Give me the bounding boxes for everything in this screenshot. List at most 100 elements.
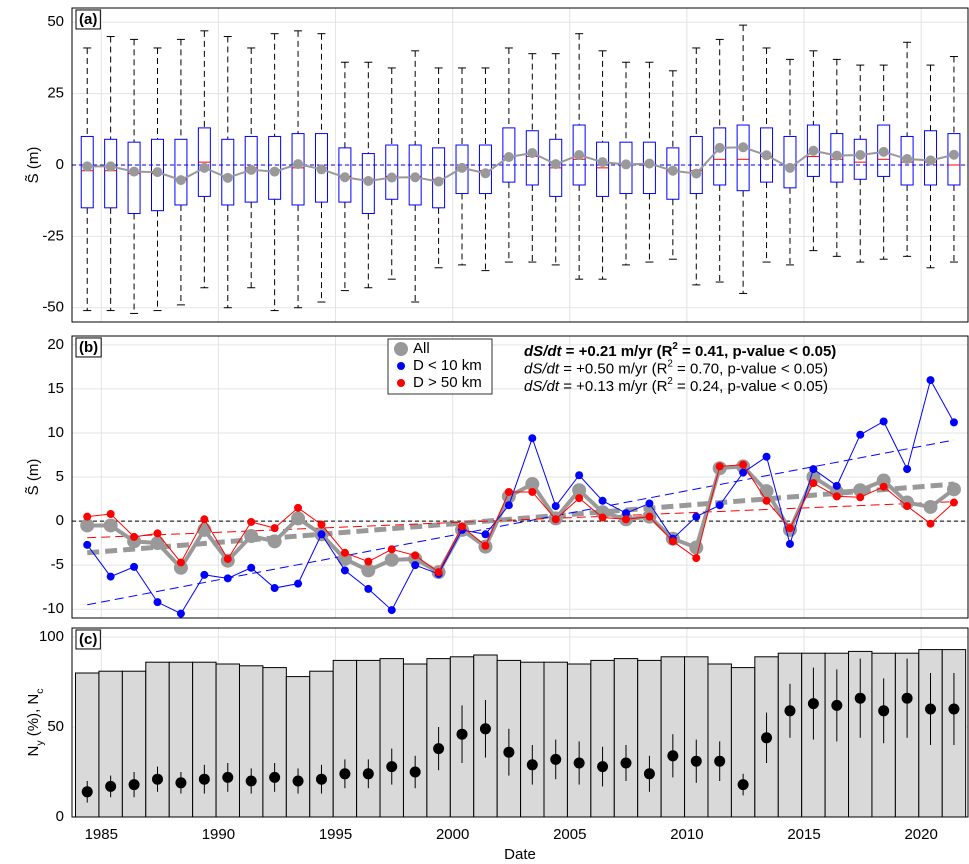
mean-point: [808, 145, 819, 156]
y-tick-label: 15: [47, 380, 64, 397]
bar: [145, 661, 170, 818]
axes-frame: [71, 335, 969, 619]
mean-point: [855, 150, 866, 161]
mean-point: [738, 142, 749, 153]
text-part: c: [34, 688, 46, 693]
bar: [590, 659, 615, 818]
series-point: [384, 552, 399, 567]
point: [526, 759, 538, 771]
x-tick-label: 2000: [436, 826, 469, 843]
series-point: [528, 434, 537, 443]
point: [292, 775, 304, 787]
panel-label-box: [75, 629, 101, 650]
x-tick-label: 1990: [202, 826, 235, 843]
series-point: [176, 609, 185, 618]
text-part: y: [34, 740, 46, 746]
series-point: [106, 572, 115, 581]
x-tick-label: 1985: [85, 826, 118, 843]
point: [643, 768, 655, 780]
series-point: [504, 501, 513, 510]
series-point: [572, 483, 587, 498]
panel-label-box: [75, 9, 101, 30]
series-point: [598, 513, 607, 522]
y-tick-label: 20: [47, 336, 64, 353]
point: [128, 779, 140, 791]
box: [760, 127, 774, 183]
series-point: [244, 529, 259, 544]
mean-point: [363, 175, 374, 186]
series-point: [946, 482, 961, 497]
bar: [215, 663, 240, 818]
series-point: [247, 563, 256, 572]
mean-point: [152, 167, 163, 178]
point: [714, 755, 726, 767]
series-point: [621, 515, 630, 524]
point: [105, 780, 117, 792]
series-point: [621, 509, 630, 518]
mean-point: [316, 164, 327, 175]
series-point: [411, 551, 420, 560]
mean-point: [761, 150, 772, 161]
series-point: [853, 483, 868, 498]
series-point: [525, 477, 540, 492]
bar: [520, 661, 545, 818]
box: [736, 124, 750, 192]
series-point: [200, 570, 209, 579]
annotation: dS/dt = +0.21 m/yr (R2 = 0.41, p-value <…: [524, 341, 836, 360]
y-axis-label: S̃ (m): [24, 459, 41, 496]
point: [807, 698, 819, 710]
point: [901, 692, 913, 704]
box: [80, 135, 94, 209]
box: [783, 135, 797, 189]
series-point: [317, 530, 326, 539]
series-line: [87, 464, 955, 573]
point: [550, 753, 562, 765]
series-point: [150, 536, 165, 551]
text-part: (%),: [25, 705, 42, 741]
y-tick-label: -5: [51, 556, 64, 573]
series-point: [481, 530, 490, 539]
series-point: [809, 465, 818, 474]
point: [597, 761, 609, 773]
point: [925, 703, 937, 715]
mean-point: [667, 165, 678, 176]
series-point: [926, 519, 935, 528]
x-tick-label: 2015: [787, 826, 820, 843]
legend-label: All: [413, 340, 430, 357]
series-point: [739, 468, 748, 477]
series-point: [317, 520, 326, 529]
box: [291, 133, 305, 206]
bar: [707, 663, 732, 818]
series-point: [176, 558, 185, 567]
series-point: [364, 584, 373, 593]
series-point: [481, 541, 490, 550]
x-axis-label: Date: [504, 846, 536, 863]
y-tick-label: 10: [47, 424, 64, 441]
box: [713, 127, 727, 186]
box: [619, 141, 633, 195]
y-tick-label: -50: [42, 299, 64, 316]
point: [269, 771, 281, 783]
y-tick-label: 5: [56, 468, 64, 485]
panel: 1985 1990 1995 2000 2005 2010 2015 2020 0 50 100 Da…: [25, 627, 969, 863]
series-point: [832, 492, 841, 501]
mean-point: [339, 172, 350, 183]
y-tick-label: 25: [47, 85, 64, 102]
series-point: [340, 566, 349, 575]
box: [689, 135, 703, 195]
mean-point: [948, 149, 959, 160]
mean-point: [105, 161, 116, 172]
point: [433, 743, 445, 755]
series-point: [361, 563, 376, 578]
box: [853, 138, 867, 180]
mean-point: [784, 162, 795, 173]
trend-line: [87, 481, 955, 556]
legend-marker: [397, 362, 405, 370]
series-point: [715, 462, 724, 471]
series-point: [387, 545, 396, 554]
mean-point: [550, 159, 561, 170]
panel: -50 -25 0 25 50 (a) S̃ (m): [24, 7, 969, 323]
box: [830, 133, 844, 183]
bar: [332, 659, 358, 818]
